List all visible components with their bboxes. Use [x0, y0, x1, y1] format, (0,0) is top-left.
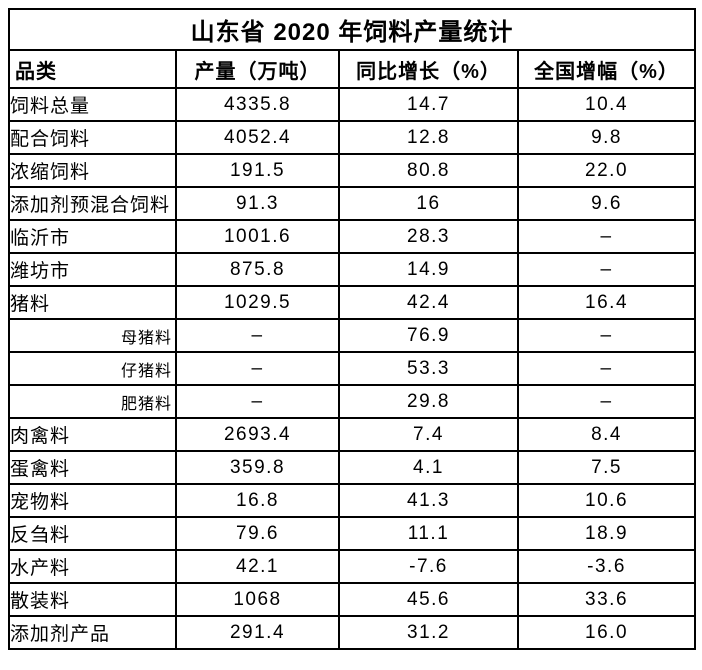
table-row: 配合饲料 4052.4 12.8 9.8: [8, 120, 697, 155]
cell-national: 18.9: [516, 516, 697, 551]
table-row: 添加剂预混合饲料 91.3 16 9.6: [8, 186, 697, 221]
cell-production: 16.8: [175, 483, 340, 518]
cell-production: 1001.6: [175, 219, 340, 254]
cell-yoy: 14.9: [338, 252, 519, 287]
cell-yoy: 28.3: [338, 219, 519, 254]
table-title: 山东省 2020 年饲料产量统计: [7, 8, 697, 51]
cell-yoy: 11.1: [338, 516, 519, 551]
cell-national: 8.4: [516, 417, 697, 452]
cell-category: 水产料: [8, 549, 177, 584]
cell-national: 9.6: [516, 186, 697, 221]
cell-production: 191.5: [175, 153, 340, 188]
cell-production: 2693.4: [175, 417, 340, 452]
column-header-national-growth: 全国增幅（%）: [516, 49, 697, 89]
table-row: 添加剂产品 291.4 31.2 16.0: [8, 615, 697, 650]
cell-national: –: [516, 351, 697, 386]
cell-national: 10.4: [516, 87, 697, 122]
cell-yoy: 45.6: [338, 582, 519, 617]
cell-national: –: [516, 318, 697, 353]
cell-category: 临沂市: [8, 219, 177, 254]
cell-production: 359.8: [175, 450, 340, 485]
table-row: 肉禽料 2693.4 7.4 8.4: [8, 417, 697, 452]
cell-category: 肉禽料: [8, 417, 177, 452]
cell-production: 4052.4: [175, 120, 340, 155]
table-subrow: 肥猪料 – 29.8 –: [8, 384, 697, 419]
cell-yoy: 7.4: [338, 417, 519, 452]
cell-category: 添加剂预混合饲料: [8, 186, 177, 221]
cell-category: 猪料: [8, 285, 177, 320]
header-row: 品类 产量（万吨） 同比增长（%） 全国增幅（%）: [8, 49, 697, 89]
title-row: 山东省 2020 年饲料产量统计: [7, 8, 697, 51]
cell-national: –: [516, 219, 697, 254]
cell-yoy: 76.9: [338, 318, 519, 353]
table-subrow: 母猪料 – 76.9 –: [8, 318, 697, 353]
cell-production: 79.6: [175, 516, 340, 551]
cell-yoy: 31.2: [338, 615, 519, 650]
cell-category: 浓缩饲料: [8, 153, 177, 188]
table-row: 水产料 42.1 -7.6 -3.6: [8, 549, 697, 584]
cell-yoy: 29.8: [338, 384, 519, 419]
cell-production: 4335.8: [175, 87, 340, 122]
table-row: 反刍料 79.6 11.1 18.9: [8, 516, 697, 551]
cell-production: –: [175, 384, 340, 419]
cell-national: 16.4: [516, 285, 697, 320]
cell-category: 仔猪料: [8, 351, 177, 386]
cell-yoy: -7.6: [338, 549, 519, 584]
cell-category: 肥猪料: [8, 384, 177, 419]
cell-production: 91.3: [175, 186, 340, 221]
cell-category: 母猪料: [8, 318, 177, 353]
table-row: 散装料 1068 45.6 33.6: [8, 582, 697, 617]
cell-yoy: 42.4: [338, 285, 519, 320]
cell-production: 875.8: [175, 252, 340, 287]
cell-national: 9.8: [516, 120, 697, 155]
cell-category: 宠物料: [8, 483, 177, 518]
cell-national: 22.0: [516, 153, 697, 188]
cell-production: 42.1: [175, 549, 340, 584]
column-header-production: 产量（万吨）: [175, 49, 340, 89]
table-row: 蛋禽料 359.8 4.1 7.5: [8, 450, 697, 485]
table-row: 猪料 1029.5 42.4 16.4: [8, 285, 697, 320]
cell-national: 33.6: [516, 582, 697, 617]
cell-national: 10.6: [516, 483, 697, 518]
feed-production-stats-table: 山东省 2020 年饲料产量统计 品类 产量（万吨） 同比增长（%） 全国增幅（…: [7, 8, 697, 650]
cell-production: 1029.5: [175, 285, 340, 320]
cell-yoy: 14.7: [338, 87, 519, 122]
column-header-yoy-growth: 同比增长（%）: [338, 49, 519, 89]
cell-yoy: 41.3: [338, 483, 519, 518]
cell-category: 散装料: [8, 582, 177, 617]
cell-yoy: 16: [338, 186, 519, 221]
cell-category: 反刍料: [8, 516, 177, 551]
cell-category: 配合饲料: [8, 120, 177, 155]
cell-production: –: [175, 318, 340, 353]
table-row: 饲料总量 4335.8 14.7 10.4: [8, 87, 697, 122]
table-row: 浓缩饲料 191.5 80.8 22.0: [8, 153, 697, 188]
table-row: 潍坊市 875.8 14.9 –: [8, 252, 697, 287]
cell-yoy: 80.8: [338, 153, 519, 188]
cell-national: 7.5: [516, 450, 697, 485]
cell-category: 潍坊市: [8, 252, 177, 287]
cell-category: 蛋禽料: [8, 450, 177, 485]
cell-national: -3.6: [516, 549, 697, 584]
cell-national: –: [516, 384, 697, 419]
cell-national: –: [516, 252, 697, 287]
table-subrow: 仔猪料 – 53.3 –: [8, 351, 697, 386]
cell-category: 饲料总量: [8, 87, 177, 122]
table-row: 宠物料 16.8 41.3 10.6: [8, 483, 697, 518]
column-header-category: 品类: [8, 49, 177, 89]
table-row: 临沂市 1001.6 28.3 –: [8, 219, 697, 254]
cell-yoy: 12.8: [338, 120, 519, 155]
cell-yoy: 53.3: [338, 351, 519, 386]
cell-production: 291.4: [175, 615, 340, 650]
cell-production: 1068: [175, 582, 340, 617]
cell-category: 添加剂产品: [8, 615, 177, 650]
cell-yoy: 4.1: [338, 450, 519, 485]
cell-production: –: [175, 351, 340, 386]
cell-national: 16.0: [516, 615, 697, 650]
